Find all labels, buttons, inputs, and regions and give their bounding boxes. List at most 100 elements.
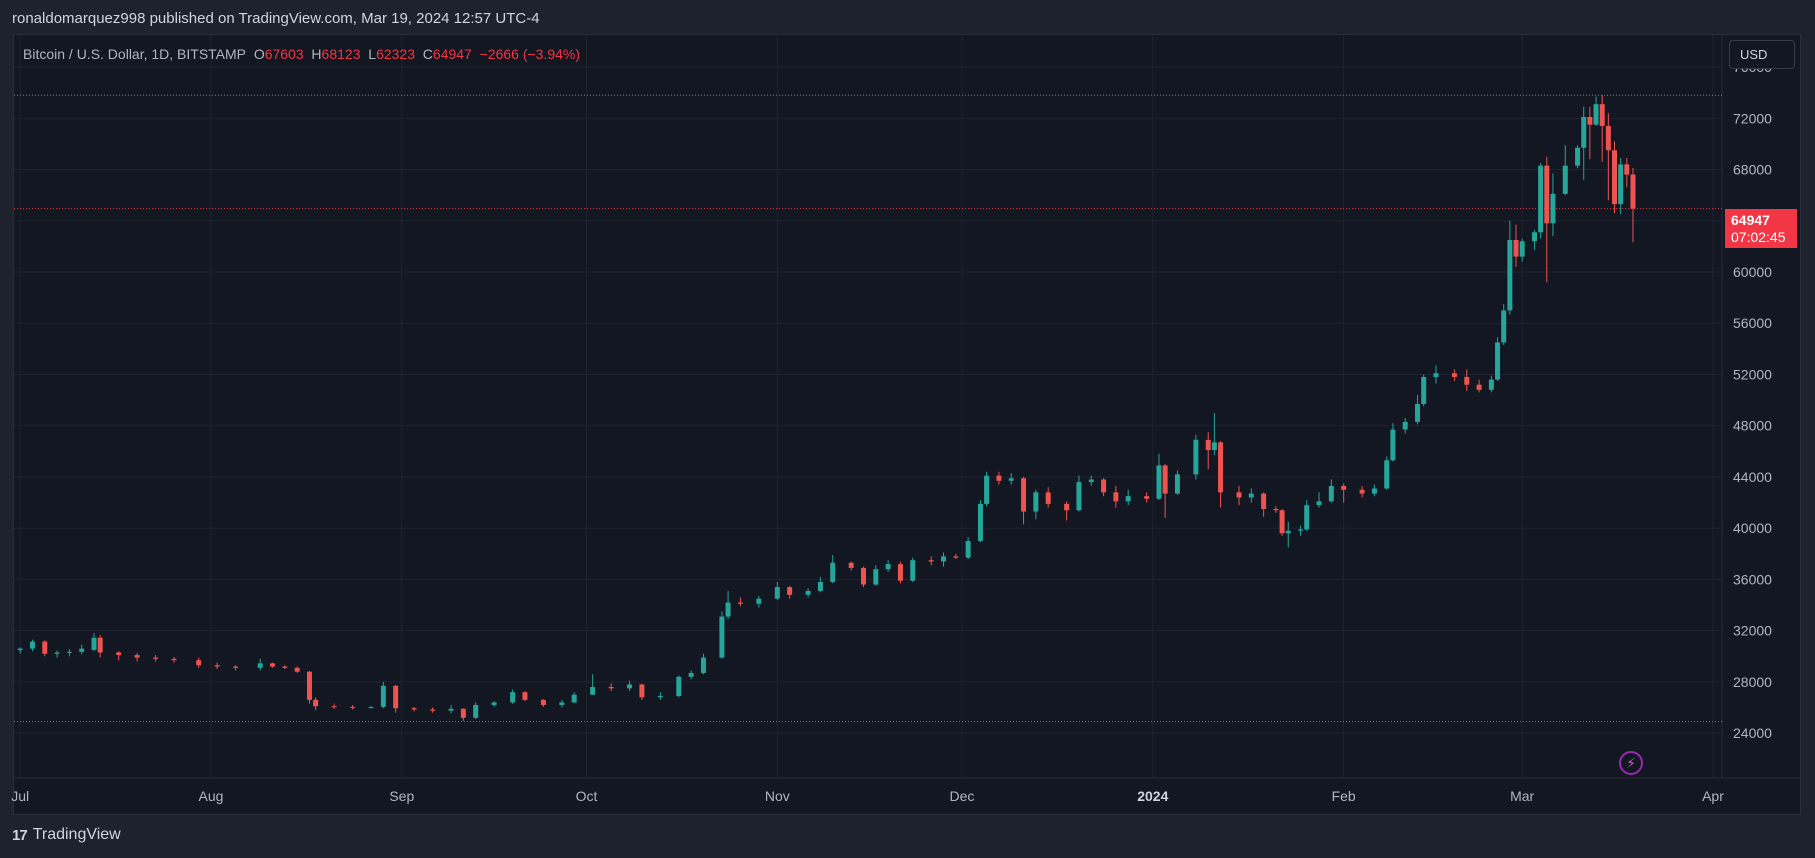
candle-body xyxy=(42,641,48,654)
candle-body xyxy=(1605,125,1611,151)
candle-up xyxy=(1538,163,1544,239)
tradingview-logo-icon[interactable]: 17 xyxy=(12,826,28,844)
horizontal-lines xyxy=(14,94,1722,723)
candle-down xyxy=(306,671,312,704)
candle-up xyxy=(885,560,891,572)
candle-body xyxy=(977,503,983,542)
candle-body xyxy=(79,648,85,652)
bar-countdown: 07:02:45 xyxy=(1731,229,1786,245)
candle-down xyxy=(42,640,48,657)
candle-down xyxy=(897,561,903,584)
candle-down xyxy=(214,662,220,670)
candle-body xyxy=(270,663,276,667)
candle-body xyxy=(1384,460,1390,489)
y-tick-label: 36000 xyxy=(1733,571,1772,587)
candles xyxy=(17,95,1636,721)
candle-body xyxy=(1507,239,1513,311)
lightning-icon[interactable]: ⚡ xyxy=(1619,751,1643,775)
candle-down xyxy=(1144,492,1150,503)
candle-up xyxy=(1531,229,1537,251)
candle-up xyxy=(1156,453,1162,501)
candle-body xyxy=(941,556,947,562)
candle-up xyxy=(1211,412,1217,456)
candle-down xyxy=(460,708,466,721)
candle-down xyxy=(393,685,399,713)
candle-body xyxy=(657,696,663,698)
candle-body xyxy=(368,706,374,708)
y-tick-label: 44000 xyxy=(1733,469,1772,485)
candle-up xyxy=(1088,475,1094,486)
candle-up xyxy=(984,471,990,507)
candle-down xyxy=(331,703,337,709)
candle-body xyxy=(1101,479,1107,493)
candle-down xyxy=(1273,506,1279,513)
candle-body xyxy=(1113,492,1119,502)
candle-body xyxy=(1156,465,1162,499)
candle-down xyxy=(787,585,793,599)
x-tick-label: Aug xyxy=(199,788,224,804)
candle-up xyxy=(1507,220,1513,315)
candle-down xyxy=(294,666,300,673)
candle-down xyxy=(1261,492,1267,517)
candle-body xyxy=(1088,479,1094,483)
candle-up xyxy=(1008,473,1014,485)
legend-low-label: L xyxy=(368,46,377,62)
candle-body xyxy=(1193,439,1199,475)
candle-body xyxy=(1421,377,1427,404)
candle-body xyxy=(134,655,140,658)
candle-body xyxy=(1624,164,1630,175)
candle-body xyxy=(1612,150,1618,205)
candle-up xyxy=(368,706,374,709)
candle-body xyxy=(1304,505,1310,530)
candle-down xyxy=(282,665,288,670)
candle-body xyxy=(448,708,454,711)
candle-down xyxy=(928,556,934,566)
candle-body xyxy=(608,687,614,689)
candle-body xyxy=(1008,478,1014,481)
y-tick-label: 48000 xyxy=(1733,418,1772,434)
candle-down xyxy=(430,707,436,713)
candle-down xyxy=(1630,167,1636,243)
y-tick-label: 56000 xyxy=(1733,315,1772,331)
candle-up xyxy=(1298,525,1304,536)
candle-down xyxy=(1451,369,1457,381)
candle-body xyxy=(1316,501,1322,506)
candle-body xyxy=(306,671,312,700)
candle-down xyxy=(1236,485,1242,506)
candle-body xyxy=(1359,489,1365,494)
candle-down xyxy=(1605,113,1611,201)
publisher-info: ronaldomarquez998 published on TradingVi… xyxy=(12,10,540,27)
candle-body xyxy=(196,660,202,666)
candle-body xyxy=(984,475,990,504)
footer-brand[interactable]: TradingView xyxy=(32,826,121,843)
candle-up xyxy=(1328,479,1334,503)
candle-up xyxy=(719,611,725,659)
candle-down xyxy=(233,665,239,671)
candle-up xyxy=(1562,145,1568,196)
candle-up xyxy=(1371,484,1377,497)
candle-body xyxy=(1402,421,1408,430)
candle-body xyxy=(774,587,780,599)
candle-body xyxy=(460,708,466,718)
y-tick-label: 28000 xyxy=(1733,674,1772,690)
currency-button[interactable]: USD xyxy=(1729,40,1795,69)
chart-grid xyxy=(14,35,1800,779)
candle-body xyxy=(1519,241,1525,257)
candle-up xyxy=(1501,304,1507,346)
candle-down xyxy=(97,635,103,658)
candle-body xyxy=(1538,165,1544,233)
candle-up xyxy=(688,670,694,680)
candle-down xyxy=(116,651,122,661)
candle-body xyxy=(848,562,854,568)
candle-body xyxy=(1285,530,1291,534)
candle-up xyxy=(17,647,23,654)
candle-down xyxy=(1064,501,1070,521)
candle-body xyxy=(331,706,337,708)
y-tick-label: 60000 xyxy=(1733,264,1772,280)
candle-down xyxy=(1476,379,1482,393)
candle-body xyxy=(233,666,239,668)
candle-down xyxy=(1113,485,1119,508)
candle-body xyxy=(571,694,577,703)
legend-high: 68123 xyxy=(321,46,361,62)
